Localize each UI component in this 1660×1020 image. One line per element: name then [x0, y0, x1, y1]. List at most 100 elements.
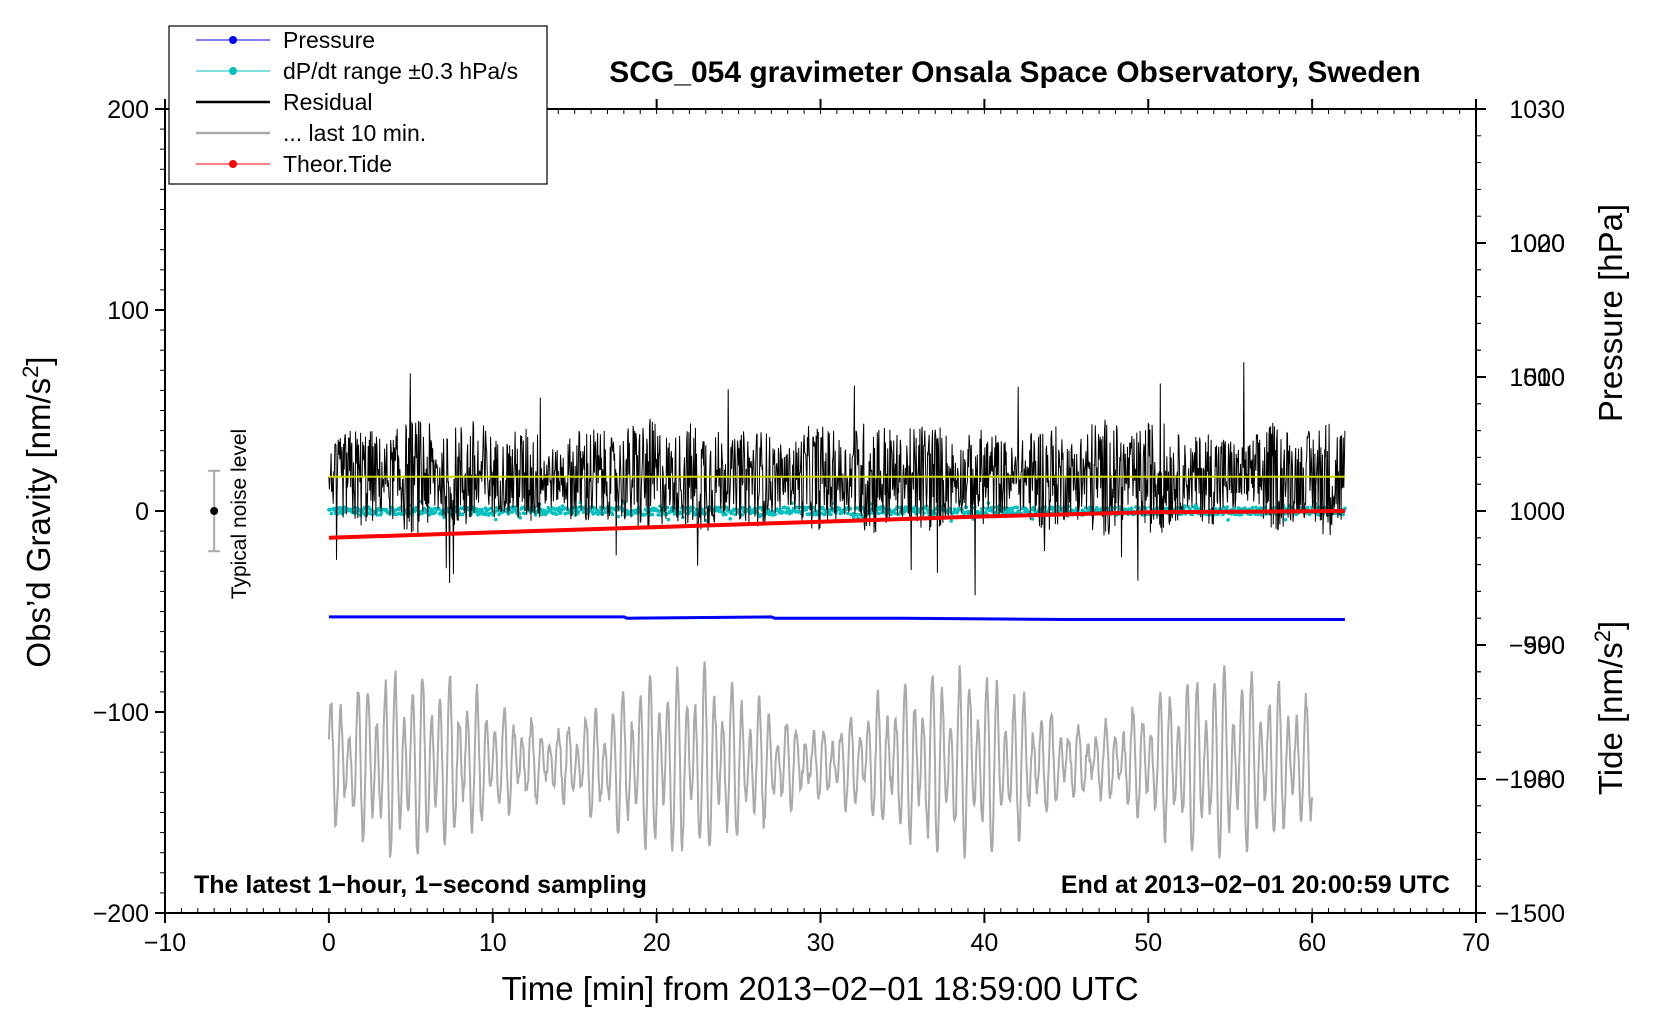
dpdt-point [725, 505, 729, 510]
dpdt-point [1243, 506, 1247, 511]
dpdt-point [1129, 506, 1134, 511]
x-tick-label: 0 [322, 929, 336, 957]
dpdt-point [949, 519, 953, 523]
legend-item: dP/dt range ±0.3 hPa/s [196, 58, 518, 84]
dpdt-point [964, 505, 969, 510]
dpdt-point [679, 511, 683, 516]
y-axis-tide-ticks: 1000 500 0 −500 −1000 −1500 [1476, 230, 1565, 928]
dpdt-point [1183, 504, 1187, 508]
dpdt-point [855, 512, 859, 517]
x-tick-label: 70 [1462, 929, 1490, 957]
dpdt-point [1305, 505, 1310, 510]
y-pressure-tick-label: 1030 [1509, 96, 1565, 124]
dpdt-point [522, 511, 527, 516]
dpdt-point [480, 507, 484, 512]
dpdt-point [666, 517, 671, 522]
dpdt-point [551, 511, 555, 516]
dpdt-point [513, 505, 517, 510]
dpdt-point [1033, 509, 1037, 514]
legend-label: Theor.Tide [283, 151, 392, 177]
dpdt-point [1051, 505, 1055, 510]
dpdt-point [665, 505, 670, 510]
legend-item: Residual [196, 89, 373, 115]
annotation-sampling: The latest 1−hour, 1−second sampling [194, 871, 647, 899]
dpdt-point [780, 510, 785, 514]
x-tick-label: 30 [807, 929, 835, 957]
dpdt-point [728, 517, 732, 521]
dpdt-point [1254, 505, 1258, 510]
y-axis-pressure-label: Pressure [hPa] [1592, 204, 1629, 422]
dpdt-point [812, 505, 816, 510]
dpdt-point [433, 510, 438, 515]
dpdt-point [1030, 517, 1035, 521]
y-left-tick-label: 100 [107, 297, 149, 325]
y-pressure-tick-label: 1010 [1509, 364, 1565, 392]
dpdt-point [785, 509, 789, 514]
dpdt-point [902, 509, 907, 514]
y-left-tick-label: −100 [93, 699, 149, 727]
dpdt-point [848, 507, 853, 511]
dpdt-point [329, 511, 334, 516]
legend-item: ... last 10 min. [196, 120, 426, 146]
legend-label: dP/dt range ±0.3 hPa/s [283, 58, 518, 84]
series-last-10-min-line [327, 661, 1314, 859]
dpdt-point [521, 505, 525, 510]
dpdt-point [829, 512, 833, 517]
dpdt-point [786, 506, 791, 511]
dpdt-point [1226, 518, 1230, 522]
dpdt-point [533, 513, 538, 517]
dpdt-point [795, 505, 799, 510]
y-pressure-tick-label: 990 [1523, 632, 1565, 660]
dpdt-point [656, 513, 660, 517]
y-axis-tide-label: Tide [nm/s2] [1590, 621, 1629, 795]
dpdt-point [1005, 510, 1009, 515]
dpdt-point [783, 506, 787, 510]
x-axis-ticks: −10 0 10 20 30 40 50 60 70 [144, 99, 1490, 957]
dpdt-point [1225, 505, 1229, 509]
y-tide-tick-label: 500 [1523, 364, 1565, 392]
dpdt-point [576, 509, 581, 514]
dpdt-point [554, 512, 559, 516]
chart-title: SCG_054 gravimeter Onsala Space Observat… [609, 56, 1421, 89]
dpdt-point [1031, 505, 1036, 510]
dpdt-point [852, 515, 856, 520]
dpdt-point [650, 512, 655, 517]
noise-level-label: Typical noise level [228, 429, 251, 599]
dpdt-point [688, 505, 693, 510]
noise-bar [208, 469, 221, 553]
annotation-end-time: End at 2013−02−01 20:00:59 UTC [1061, 871, 1450, 899]
y-tide-tick-label: −500 [1509, 632, 1565, 660]
legend-swatch-dot [229, 67, 237, 75]
x-tick-label: −10 [144, 929, 186, 957]
dpdt-point [559, 510, 563, 515]
y-pressure-tick-label: 980 [1523, 766, 1565, 794]
dpdt-point [518, 515, 522, 520]
dpdt-point [510, 510, 515, 514]
dpdt-point [421, 510, 425, 515]
dpdt-point [724, 512, 728, 517]
dpdt-point [616, 514, 621, 519]
y-left-tick-label: 200 [107, 96, 149, 124]
y-axis-pressure-ticks: 1030 1020 1010 1000 990 980 [1476, 96, 1565, 794]
legend-item: Pressure [196, 27, 375, 53]
dpdt-point [741, 505, 745, 510]
dpdt-point [657, 509, 661, 513]
dpdt-point [460, 512, 465, 516]
dpdt-point [846, 511, 850, 516]
y-axis-left-label: Obs’d Gravity [nm/s2] [18, 356, 57, 667]
y-tide-tick-label: −1500 [1495, 900, 1565, 928]
legend-label: ... last 10 min. [283, 120, 426, 146]
y-tide-tick-label: 0 [1551, 498, 1565, 526]
y-axis-left-ticks: 200 100 0 −100 −200 [93, 96, 165, 928]
noise-bar-center [210, 507, 219, 515]
dpdt-point [1283, 518, 1288, 522]
dpdt-point [488, 506, 493, 511]
dpdt-point [852, 512, 857, 517]
legend-swatch-dot [229, 36, 237, 44]
legend-swatch-dot [229, 160, 237, 168]
dpdt-point [876, 511, 881, 516]
dpdt-point [610, 512, 615, 517]
y-pressure-tick-label: 1000 [1509, 498, 1565, 526]
series-pressure-line [328, 615, 1345, 621]
